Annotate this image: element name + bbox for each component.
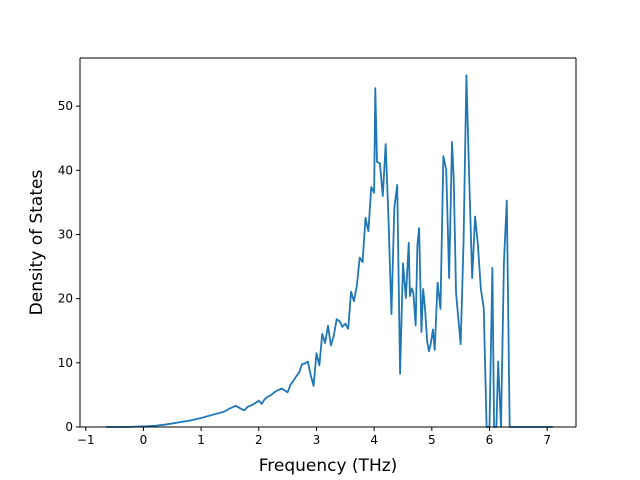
series-layer [105, 74, 553, 428]
x-tick-label: 1 [197, 433, 205, 447]
x-tick-label: 5 [428, 433, 436, 447]
y-tick-label: 40 [58, 163, 73, 177]
x-tick-label: 7 [543, 433, 551, 447]
dos-series-line [105, 74, 553, 428]
axes-layer [79, 57, 577, 428]
y-tick-label: 0 [65, 420, 73, 434]
y-axis-label: Density of States [27, 170, 47, 316]
ticks-layer: −1 0 1 2 3 4 5 6 7 0 10 20 30 40 50 [58, 99, 551, 447]
x-tick-label: 2 [255, 433, 263, 447]
y-tick-label: 20 [58, 292, 73, 306]
y-tick-label: 30 [58, 227, 73, 241]
x-tick-label: −1 [77, 433, 95, 447]
x-axis-label: Frequency (THz) [259, 456, 398, 476]
y-tick-label: 10 [58, 356, 73, 370]
x-tick-label: 0 [140, 433, 148, 447]
x-tick-label: 4 [370, 433, 378, 447]
y-tick-label: 50 [58, 99, 73, 113]
x-tick-label: 6 [486, 433, 494, 447]
x-tick-label: 3 [313, 433, 321, 447]
